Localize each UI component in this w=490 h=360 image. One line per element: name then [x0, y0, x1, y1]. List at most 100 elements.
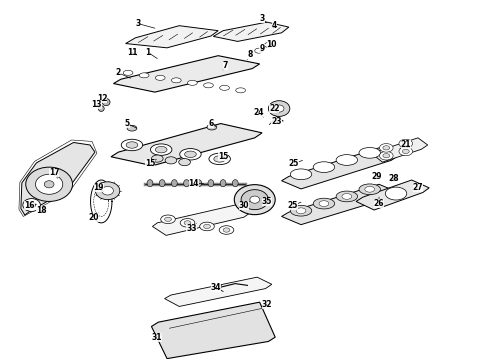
Text: 6: 6	[208, 119, 216, 128]
Polygon shape	[373, 138, 428, 162]
Polygon shape	[151, 302, 275, 359]
Ellipse shape	[161, 215, 175, 224]
Ellipse shape	[290, 169, 312, 180]
Ellipse shape	[250, 196, 260, 203]
Ellipse shape	[207, 124, 217, 130]
Ellipse shape	[219, 226, 234, 234]
Ellipse shape	[383, 146, 390, 150]
Text: 9: 9	[259, 44, 265, 53]
Ellipse shape	[184, 221, 191, 225]
Ellipse shape	[399, 139, 413, 148]
Ellipse shape	[265, 42, 272, 48]
Text: 29: 29	[371, 172, 382, 181]
Ellipse shape	[220, 180, 226, 187]
Ellipse shape	[241, 190, 269, 210]
Text: 28: 28	[388, 174, 399, 183]
Ellipse shape	[319, 201, 329, 206]
Ellipse shape	[23, 199, 40, 211]
Ellipse shape	[196, 180, 202, 187]
Text: 33: 33	[186, 224, 196, 233]
Text: 1: 1	[145, 48, 157, 59]
Text: 4: 4	[271, 21, 277, 30]
Ellipse shape	[172, 78, 181, 83]
Text: 15: 15	[218, 152, 228, 161]
Ellipse shape	[385, 187, 407, 200]
Ellipse shape	[232, 180, 238, 187]
Ellipse shape	[203, 224, 210, 229]
Text: 14: 14	[189, 179, 203, 188]
Ellipse shape	[379, 144, 393, 152]
Text: 34: 34	[211, 283, 221, 292]
Ellipse shape	[365, 186, 374, 192]
Ellipse shape	[236, 88, 245, 93]
Text: 11: 11	[127, 48, 137, 57]
Polygon shape	[282, 184, 398, 225]
Polygon shape	[125, 26, 218, 48]
Ellipse shape	[180, 219, 195, 227]
Text: 25: 25	[288, 201, 301, 210]
Ellipse shape	[155, 75, 165, 80]
Ellipse shape	[290, 205, 312, 216]
Ellipse shape	[127, 125, 137, 131]
Ellipse shape	[123, 70, 133, 75]
Text: 31: 31	[151, 333, 162, 342]
Ellipse shape	[208, 180, 214, 187]
Text: 24: 24	[253, 108, 264, 117]
Text: 3: 3	[259, 14, 267, 23]
Ellipse shape	[383, 154, 390, 158]
Ellipse shape	[96, 182, 120, 200]
Text: 35: 35	[262, 197, 272, 206]
Text: 13: 13	[92, 100, 102, 109]
Ellipse shape	[26, 167, 73, 202]
Text: 20: 20	[89, 213, 99, 222]
Text: 3: 3	[135, 19, 155, 28]
Polygon shape	[282, 148, 398, 189]
Ellipse shape	[203, 83, 213, 88]
Ellipse shape	[269, 101, 290, 116]
Text: 5: 5	[124, 119, 137, 128]
Ellipse shape	[185, 151, 196, 157]
Ellipse shape	[121, 139, 143, 151]
Text: 17: 17	[49, 168, 59, 178]
Ellipse shape	[102, 186, 114, 195]
Text: 7: 7	[223, 61, 228, 70]
Ellipse shape	[313, 198, 335, 209]
Text: 23: 23	[271, 117, 282, 126]
Text: 15: 15	[145, 159, 156, 168]
Text: 2: 2	[116, 68, 130, 78]
Text: 18: 18	[36, 206, 47, 215]
Text: 16: 16	[24, 201, 36, 210]
Ellipse shape	[359, 148, 380, 158]
Ellipse shape	[274, 105, 284, 112]
Ellipse shape	[223, 228, 230, 232]
Ellipse shape	[342, 194, 352, 199]
Ellipse shape	[151, 155, 163, 162]
Ellipse shape	[126, 142, 138, 148]
Ellipse shape	[155, 147, 167, 153]
Polygon shape	[114, 56, 260, 92]
Ellipse shape	[184, 180, 190, 187]
Text: 12: 12	[97, 94, 108, 103]
Ellipse shape	[180, 149, 201, 160]
Ellipse shape	[172, 180, 177, 187]
Ellipse shape	[35, 174, 63, 194]
Ellipse shape	[165, 217, 172, 221]
Text: 22: 22	[269, 104, 279, 113]
Ellipse shape	[234, 185, 275, 215]
Ellipse shape	[255, 48, 263, 53]
Ellipse shape	[165, 157, 177, 164]
Text: 30: 30	[239, 201, 250, 210]
Ellipse shape	[28, 202, 35, 208]
Text: 21: 21	[400, 140, 411, 149]
Ellipse shape	[402, 141, 409, 146]
Ellipse shape	[359, 184, 380, 195]
Ellipse shape	[44, 181, 54, 188]
Text: 10: 10	[267, 40, 277, 49]
Ellipse shape	[188, 80, 197, 85]
Ellipse shape	[139, 73, 149, 78]
Ellipse shape	[150, 144, 172, 156]
Text: 19: 19	[94, 183, 104, 192]
Polygon shape	[165, 277, 272, 306]
Ellipse shape	[379, 152, 393, 160]
Ellipse shape	[214, 156, 225, 162]
